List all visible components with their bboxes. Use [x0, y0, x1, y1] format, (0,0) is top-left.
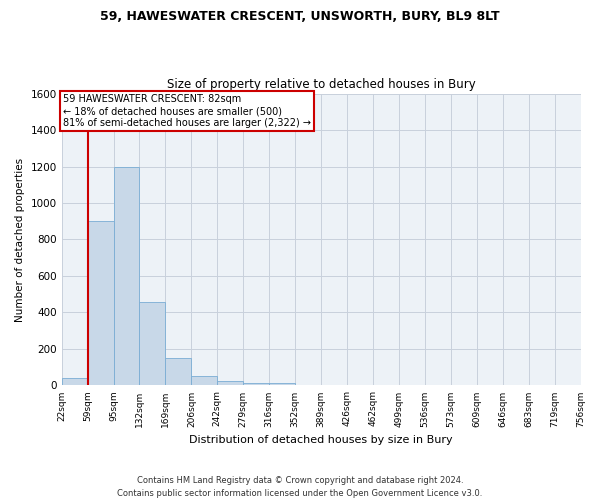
Bar — [88, 222, 113, 386]
Bar — [113, 166, 139, 386]
Bar — [62, 378, 88, 386]
Y-axis label: Number of detached properties: Number of detached properties — [15, 158, 25, 322]
Text: Contains HM Land Registry data © Crown copyright and database right 2024.
Contai: Contains HM Land Registry data © Crown c… — [118, 476, 482, 498]
Bar — [139, 302, 166, 386]
Text: 59, HAWESWATER CRESCENT, UNSWORTH, BURY, BL9 8LT: 59, HAWESWATER CRESCENT, UNSWORTH, BURY,… — [100, 10, 500, 23]
Bar — [269, 382, 295, 386]
Bar — [191, 376, 217, 386]
Bar — [166, 358, 191, 386]
Bar — [295, 384, 321, 386]
Title: Size of property relative to detached houses in Bury: Size of property relative to detached ho… — [167, 78, 475, 91]
Bar — [243, 382, 269, 386]
Text: 59 HAWESWATER CRESCENT: 82sqm
← 18% of detached houses are smaller (500)
81% of : 59 HAWESWATER CRESCENT: 82sqm ← 18% of d… — [63, 94, 311, 128]
Bar — [217, 381, 243, 386]
X-axis label: Distribution of detached houses by size in Bury: Distribution of detached houses by size … — [189, 435, 453, 445]
